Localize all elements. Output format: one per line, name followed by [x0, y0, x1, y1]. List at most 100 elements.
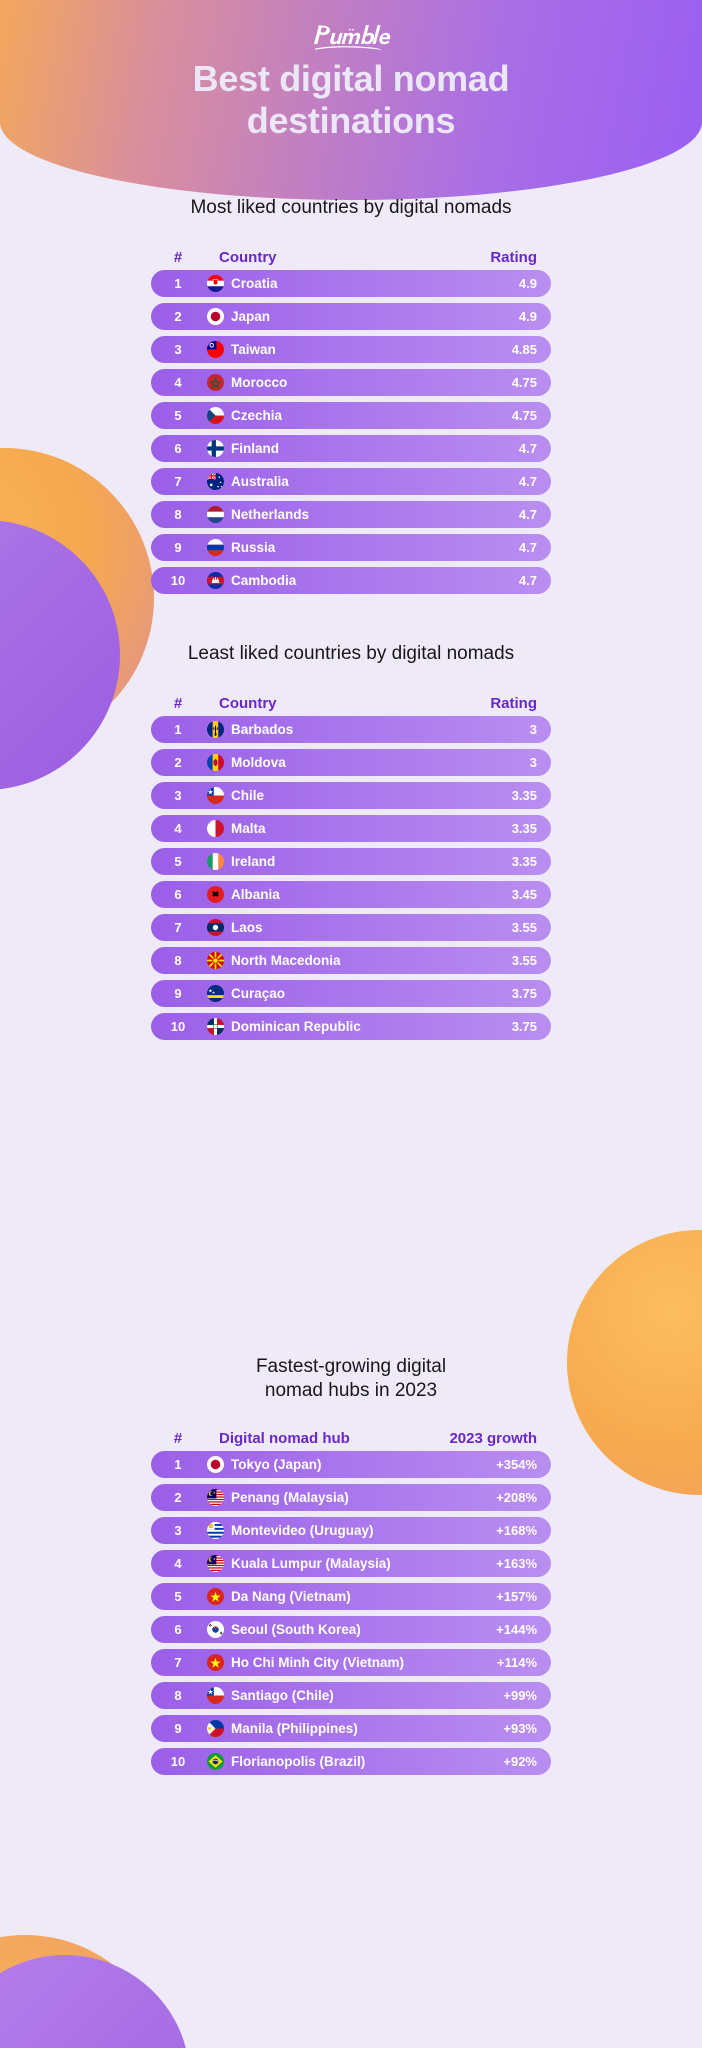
row-rank: 5	[174, 408, 182, 423]
row-value: 3	[529, 722, 537, 737]
row-value: 4.7	[518, 507, 537, 522]
table-row[interactable]: 6 Finland 4.7	[151, 435, 551, 462]
column-header-rank: #	[173, 1429, 183, 1447]
column-header-name: Digital nomad hub	[219, 1429, 350, 1447]
flag-icon	[207, 1456, 224, 1473]
row-label: Tokyo (Japan)	[231, 1457, 322, 1472]
flag-icon	[207, 1687, 224, 1704]
row-name-cell: Albania	[205, 886, 512, 903]
table-row[interactable]: 10 Florianopolis (Brazil) +92%	[151, 1748, 551, 1775]
row-value: +354%	[496, 1457, 537, 1472]
row-label: Albania	[231, 887, 280, 902]
flag-icon	[207, 1555, 224, 1572]
flag-icon	[207, 1588, 224, 1605]
table-row[interactable]: 4 Kuala Lumpur (Malaysia) +163%	[151, 1550, 551, 1577]
table-row[interactable]: 5 Ireland 3.35	[151, 848, 551, 875]
table-row[interactable]: 2 Penang (Malaysia) +208%	[151, 1484, 551, 1511]
row-value: +208%	[496, 1490, 537, 1505]
row-name-cell: Santiago (Chile)	[205, 1687, 503, 1704]
row-value: 4.75	[511, 408, 537, 423]
flag-icon	[207, 473, 224, 490]
row-rank: 2	[174, 309, 182, 324]
table-row[interactable]: 8 Santiago (Chile) +99%	[151, 1682, 551, 1709]
flag-icon	[207, 341, 224, 358]
row-label: Da Nang (Vietnam)	[231, 1589, 351, 1604]
table-row[interactable]: 9 Russia 4.7	[151, 534, 551, 561]
row-value: 3.35	[511, 821, 537, 836]
row-rank: 4	[174, 375, 182, 390]
row-value: 3.75	[511, 986, 537, 1001]
table-row[interactable]: 3 Montevideo (Uruguay) +168%	[151, 1517, 551, 1544]
row-value: 4.85	[511, 342, 537, 357]
flag-icon	[207, 886, 224, 903]
row-label: Morocco	[231, 375, 288, 390]
table-row[interactable]: 5 Czechia 4.75	[151, 402, 551, 429]
table-row[interactable]: 7 Ho Chi Minh City (Vietnam) +114%	[151, 1649, 551, 1676]
flag-icon	[207, 1522, 224, 1539]
row-rank: 9	[174, 986, 182, 1001]
table-row[interactable]: 1 Barbados 3	[151, 716, 551, 743]
row-label: Malta	[231, 821, 266, 836]
row-rank: 6	[174, 1622, 182, 1637]
flag-icon	[207, 1654, 224, 1671]
column-header-value: Rating	[490, 694, 537, 712]
table-row[interactable]: 3 Chile 3.35	[151, 782, 551, 809]
flag-icon	[207, 407, 224, 424]
row-rank: 3	[174, 342, 182, 357]
section-title: Fastest-growing digital nomad hubs in 20…	[255, 1356, 447, 1401]
table-row[interactable]: 9 Curaçao 3.75	[151, 980, 551, 1007]
row-name-cell: Croatia	[205, 275, 519, 292]
column-header-value: 2023 growth	[449, 1429, 537, 1447]
row-name-cell: Australia	[205, 473, 519, 490]
table-row[interactable]: 4 Morocco 4.75	[151, 369, 551, 396]
table-row[interactable]: 1 Tokyo (Japan) +354%	[151, 1451, 551, 1478]
row-name-cell: North Macedonia	[205, 952, 512, 969]
flag-icon	[207, 1489, 224, 1506]
table-row[interactable]: 2 Moldova 3	[151, 749, 551, 776]
row-name-cell: Kuala Lumpur (Malaysia)	[205, 1555, 496, 1572]
row-label: Seoul (South Korea)	[231, 1622, 361, 1637]
table-row[interactable]: 6 Albania 3.45	[151, 881, 551, 908]
table-row[interactable]: 7 Australia 4.7	[151, 468, 551, 495]
flag-icon	[207, 275, 224, 292]
row-value: 4.9	[518, 309, 537, 324]
flag-icon	[207, 374, 224, 391]
decorative-blob-purple-bottom	[0, 1955, 190, 2048]
row-label: Laos	[231, 920, 263, 935]
flag-icon	[207, 985, 224, 1002]
row-label: Australia	[231, 474, 289, 489]
table-row[interactable]: 1 Croatia 4.9	[151, 270, 551, 297]
row-label: Barbados	[231, 722, 294, 737]
table-row[interactable]: 8 North Macedonia 3.55	[151, 947, 551, 974]
row-rank: 1	[174, 1457, 182, 1472]
row-name-cell: Chile	[205, 787, 512, 804]
table-row[interactable]: 9 Manila (Philippines) +93%	[151, 1715, 551, 1742]
row-name-cell: Barbados	[205, 721, 530, 738]
table-row[interactable]: 10 Dominican Republic 3.75	[151, 1013, 551, 1040]
row-name-cell: Dominican Republic	[205, 1018, 512, 1035]
table-row[interactable]: 10 Cambodia 4.7	[151, 567, 551, 594]
table-row[interactable]: 7 Laos 3.55	[151, 914, 551, 941]
section-title: Most liked countries by digital nomads	[190, 197, 512, 218]
row-label: Montevideo (Uruguay)	[231, 1523, 374, 1538]
row-name-cell: Florianopolis (Brazil)	[205, 1753, 503, 1770]
table-row[interactable]: 6 Seoul (South Korea) +144%	[151, 1616, 551, 1643]
row-value: 3.35	[511, 854, 537, 869]
table-row[interactable]: 2 Japan 4.9	[151, 303, 551, 330]
row-value: 4.9	[518, 276, 537, 291]
row-name-cell: Laos	[205, 919, 512, 936]
flag-icon	[207, 853, 224, 870]
row-name-cell: Taiwan	[205, 341, 512, 358]
row-rank: 3	[174, 1523, 182, 1538]
table-header-row: # Country Rating	[151, 690, 551, 716]
row-label: Moldova	[231, 755, 286, 770]
table-row[interactable]: 4 Malta 3.35	[151, 815, 551, 842]
flag-icon	[207, 1753, 224, 1770]
row-value: +168%	[496, 1523, 537, 1538]
table-row[interactable]: 3 Taiwan 4.85	[151, 336, 551, 363]
row-value: 4.7	[518, 573, 537, 588]
table-row[interactable]: 8 Netherlands 4.7	[151, 501, 551, 528]
flag-icon	[207, 787, 224, 804]
flag-icon	[207, 820, 224, 837]
table-row[interactable]: 5 Da Nang (Vietnam) +157%	[151, 1583, 551, 1610]
